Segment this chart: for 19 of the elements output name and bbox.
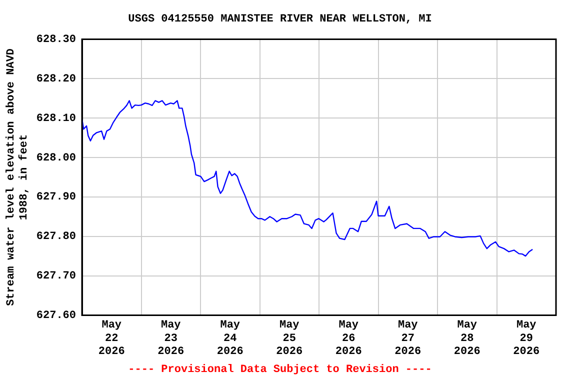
x-tick-label: May 26 2026 bbox=[335, 320, 362, 358]
chart-title: USGS 04125550 MANISTEE RIVER NEAR WELLSTON, MI bbox=[128, 13, 432, 26]
x-tick-label: May 23 2026 bbox=[158, 320, 184, 358]
x-tick-label: May 25 2026 bbox=[276, 320, 303, 358]
x-tick-label: May 29 2026 bbox=[513, 320, 540, 358]
y-tick-label: 627.60 bbox=[36, 310, 76, 322]
y-tick-label: 628.20 bbox=[36, 73, 76, 86]
y-axis-title: Stream water level elevation above NAVD 1988, in feet bbox=[5, 48, 31, 306]
x-tick-label: May 22 2026 bbox=[98, 320, 125, 358]
x-tick-label: May 28 2026 bbox=[454, 320, 480, 358]
x-tick-label: May 27 2026 bbox=[394, 320, 422, 358]
y-tick-label: 628.00 bbox=[36, 152, 76, 164]
y-tick-label: 628.10 bbox=[36, 112, 76, 125]
y-tick-label: 627.90 bbox=[36, 192, 76, 204]
x-tick-label: May 24 2026 bbox=[216, 320, 244, 358]
text: ---- Provisional Data Subject to Revision ---- bbox=[128, 364, 432, 376]
y-tick-label: 627.70 bbox=[36, 270, 76, 283]
y-tick-label: 628.30 bbox=[36, 34, 76, 46]
y-tick-label: 627.80 bbox=[36, 231, 76, 244]
